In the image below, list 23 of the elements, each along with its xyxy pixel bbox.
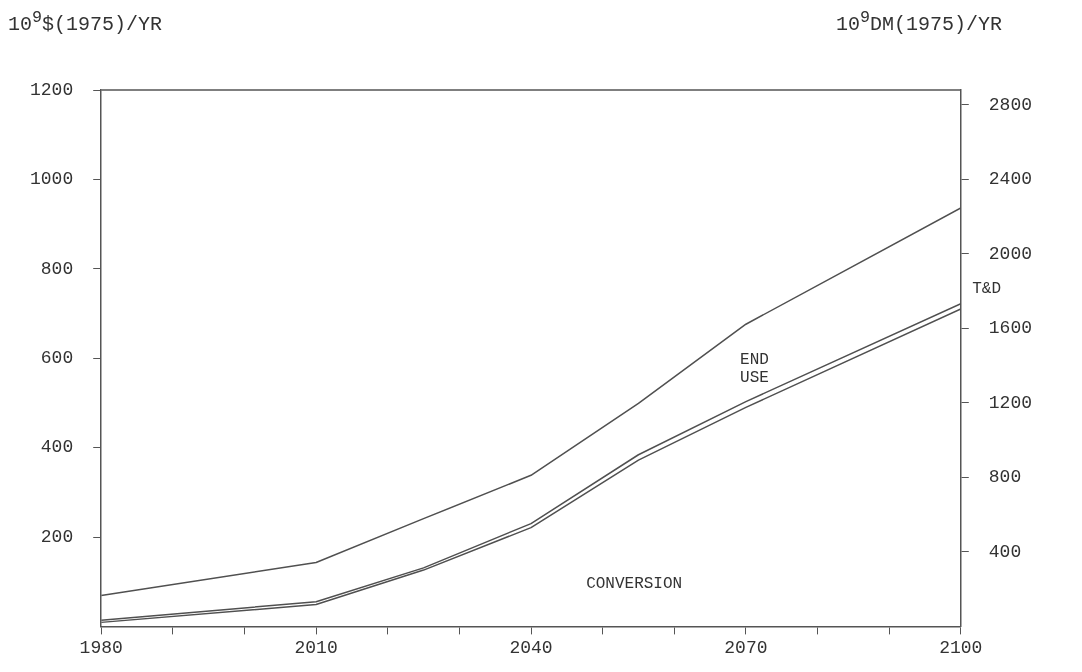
y2-tick-label: 2000 xyxy=(988,243,1033,264)
x-tick-label: 2100 xyxy=(939,637,983,658)
annotation: CONVERSION xyxy=(586,574,683,593)
y2-tick-label: 2800 xyxy=(988,94,1033,115)
x-tick-label: 2010 xyxy=(294,637,338,658)
y2-tick-label: 1600 xyxy=(988,318,1033,339)
y-tick-label: 200 xyxy=(40,526,74,547)
y-tick-label: 600 xyxy=(40,347,74,368)
annotation: END USE xyxy=(740,351,769,388)
y-tick-label: 400 xyxy=(40,437,74,458)
y2-axis-title: 10$^{9}$DM(1975)/YR xyxy=(835,8,1002,36)
text: T&D xyxy=(972,279,1001,298)
y-tick-label: 1000 xyxy=(29,169,74,190)
x-tick-label: 1980 xyxy=(79,637,123,658)
y-tick-label: 1200 xyxy=(29,79,74,100)
x-tick-label: 2070 xyxy=(724,637,768,658)
y2-tick-label: 400 xyxy=(988,541,1022,562)
x-tick-label: 2040 xyxy=(509,637,553,658)
y2-tick-label: 2400 xyxy=(988,169,1033,190)
y2-tick-label: 1200 xyxy=(988,392,1033,413)
y-axis-title: 10$^{9}$$(1975)/YR xyxy=(8,8,163,36)
y-tick-label: 800 xyxy=(40,258,74,279)
y2-tick-label: 800 xyxy=(988,467,1022,488)
